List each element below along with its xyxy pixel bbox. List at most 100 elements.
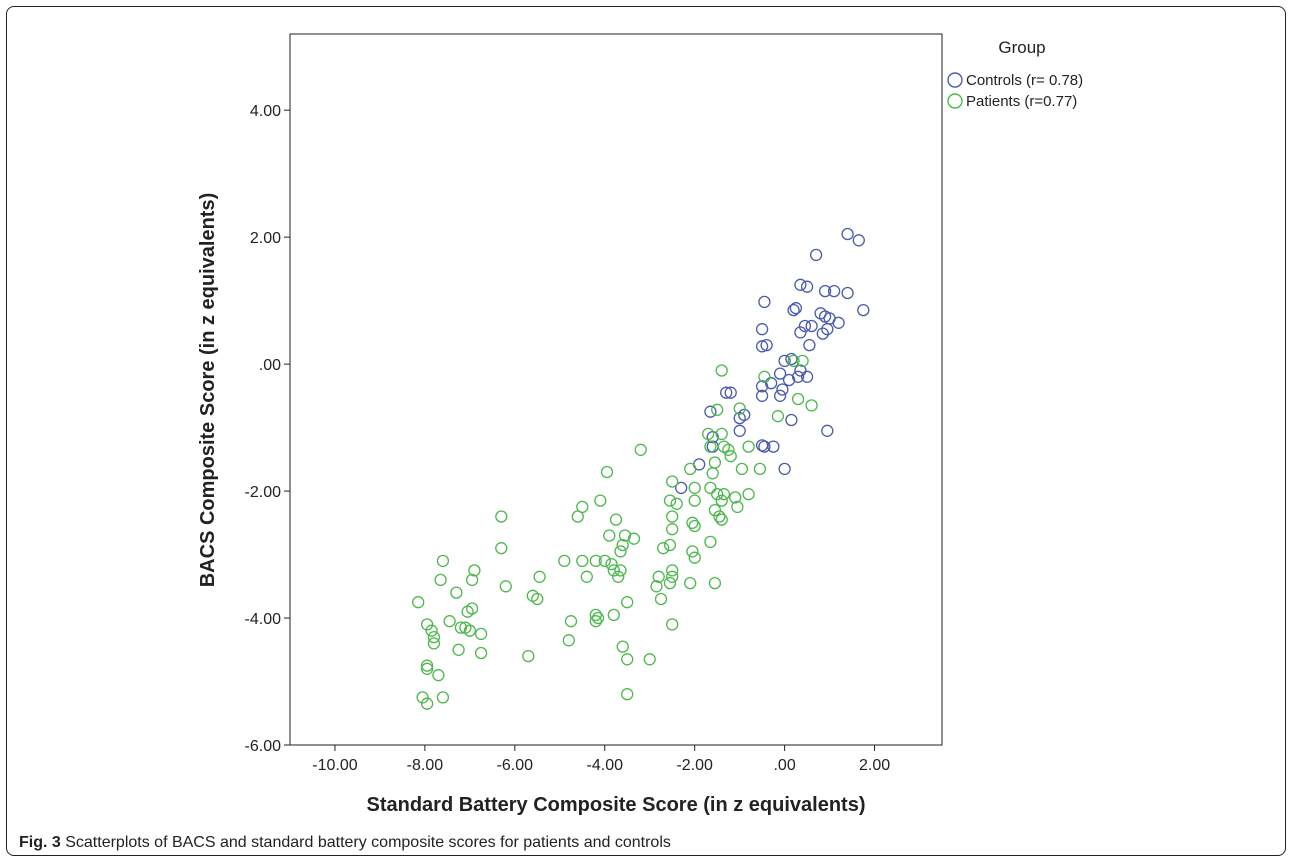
data-point (666, 475, 679, 488)
data-point (416, 691, 429, 704)
data-point (495, 542, 508, 555)
data-point (857, 303, 870, 317)
data-point (616, 538, 629, 552)
data-point (412, 596, 425, 609)
data-point (420, 659, 434, 672)
data-point (598, 554, 611, 568)
data-point (832, 316, 845, 329)
data-point (684, 462, 697, 476)
data-point (787, 303, 800, 317)
data-point (778, 354, 791, 368)
data-point (614, 545, 627, 558)
data-point (666, 510, 679, 523)
data-point (704, 405, 717, 418)
data-point (427, 637, 441, 650)
legend-marker (947, 93, 963, 109)
data-point (666, 564, 679, 577)
data-point (562, 634, 575, 647)
data-point (767, 440, 780, 453)
figure-caption: Fig. 3 Scatterplots of BACS and standard… (19, 834, 671, 852)
x-tick-label: -8.00 (407, 757, 444, 774)
data-point (607, 608, 620, 622)
data-point (607, 564, 620, 577)
y-axis: 4.00 2.00 .00 -2.00 -4.00 -6.00 (245, 103, 290, 755)
x-tick-label: 2.00 (859, 757, 890, 774)
data-point (794, 364, 807, 377)
data-point (474, 627, 488, 641)
data-point (436, 691, 450, 704)
data-point (821, 424, 834, 437)
data-point (733, 402, 746, 415)
data-point (733, 411, 746, 425)
data-point (708, 503, 722, 517)
data-point (463, 624, 477, 637)
data-point (621, 596, 634, 609)
data-point (666, 618, 679, 631)
data-point (499, 580, 512, 593)
data-point (663, 494, 677, 507)
data-point (794, 326, 807, 339)
data-point (654, 592, 668, 606)
series-patients (412, 354, 818, 710)
data-point (800, 370, 814, 383)
data-point (594, 494, 607, 507)
data-point (558, 554, 571, 568)
y-tick-label: -6.00 (245, 738, 282, 755)
data-point (704, 535, 717, 549)
data-point (735, 462, 749, 476)
data-point (816, 327, 829, 340)
data-point (821, 323, 834, 336)
data-point (688, 481, 701, 495)
data-point (715, 364, 728, 377)
data-point (715, 494, 728, 507)
data-point (627, 532, 641, 545)
data-point (706, 467, 719, 480)
data-point (663, 538, 677, 552)
data-point (717, 488, 731, 501)
data-point (522, 649, 535, 663)
series-controls (675, 227, 870, 495)
data-point (841, 286, 854, 300)
data-point (776, 383, 789, 396)
data-point (715, 513, 728, 526)
data-point (771, 410, 785, 423)
data-point (591, 611, 605, 625)
data-point (650, 580, 663, 593)
data-point (773, 389, 787, 402)
y-tick-label: -2.00 (245, 484, 282, 501)
data-point (427, 630, 441, 644)
legend-entry-label: Controls (r= 0.78) (966, 72, 1083, 89)
x-axis-label: Standard Battery Composite Score (in z e… (367, 794, 866, 816)
data-point (465, 573, 479, 587)
data-point (531, 592, 544, 606)
data-point (827, 284, 841, 298)
data-point (684, 576, 697, 590)
data-point (787, 354, 800, 368)
figure-label: Fig. 3 (19, 834, 61, 851)
data-point (686, 545, 699, 558)
data-point (713, 510, 726, 523)
x-tick-label: -4.00 (587, 757, 624, 774)
y-tick-label: -4.00 (245, 611, 282, 628)
data-point (652, 570, 665, 583)
data-point (755, 389, 769, 402)
data-point (663, 576, 677, 590)
data-point (589, 554, 602, 568)
data-point (755, 323, 769, 336)
data-point (571, 510, 584, 523)
data-point (688, 519, 701, 533)
data-point (764, 377, 778, 390)
data-point (818, 284, 832, 298)
data-point (805, 399, 818, 412)
data-point (461, 605, 474, 618)
data-point (778, 462, 791, 476)
data-point (564, 615, 578, 628)
data-point (420, 697, 434, 710)
data-point (688, 494, 701, 507)
legend: Group Controls (r= 0.78) Patients (r=0.77… (947, 38, 1083, 110)
data-point (609, 513, 623, 526)
data-point (720, 386, 733, 399)
data-point (643, 653, 656, 666)
y-tick-label: 4.00 (250, 103, 281, 120)
